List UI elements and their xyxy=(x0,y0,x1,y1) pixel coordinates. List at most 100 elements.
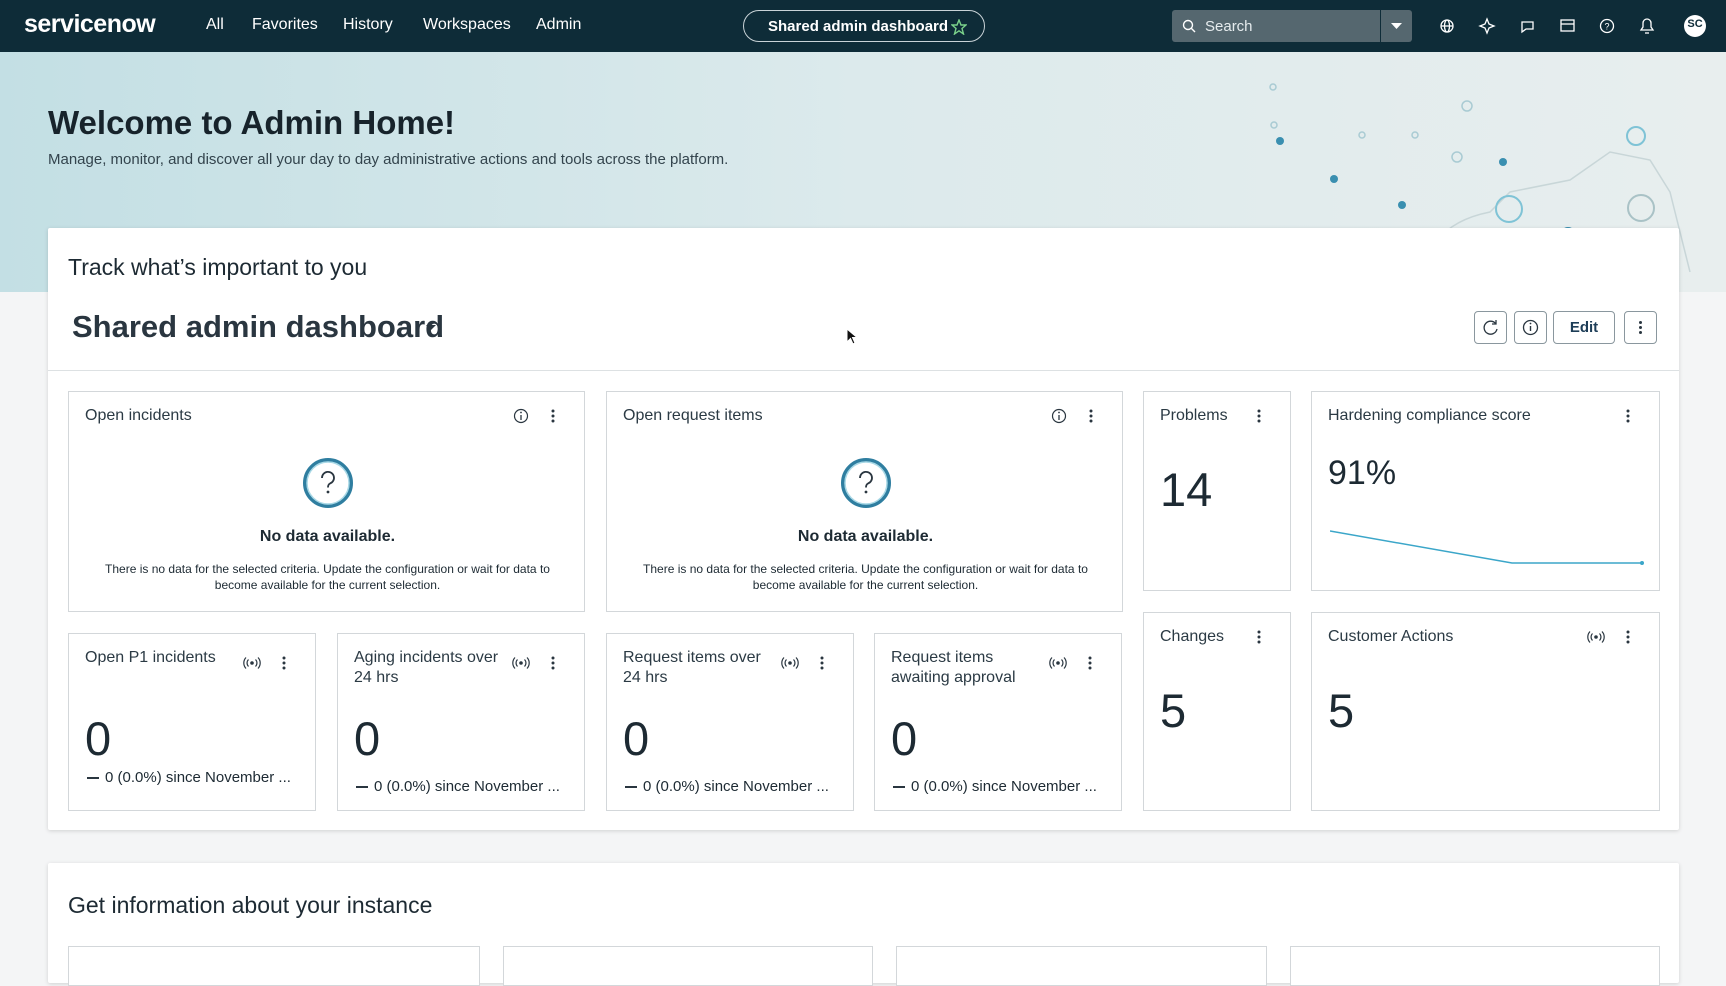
tracking-card: Track what’s important to you Shared adm… xyxy=(48,228,1679,830)
widget: Hardening compliance score 91% xyxy=(1311,391,1660,591)
trend-dash xyxy=(356,786,368,788)
widget-value: 0 xyxy=(354,712,381,765)
widget-menu[interactable] xyxy=(813,654,831,672)
widget-value: 91% xyxy=(1328,454,1397,492)
widget-menu-glyph xyxy=(282,656,286,670)
widget: Customer Actions 5 xyxy=(1311,612,1660,811)
widget-live xyxy=(1587,628,1605,646)
page-pill-text: Shared admin dashboard xyxy=(768,18,949,35)
widget-menu[interactable] xyxy=(544,654,562,672)
widget: Changes 5 xyxy=(1143,612,1291,811)
hero-title: Welcome to Admin Home! xyxy=(48,104,456,141)
widget-menu[interactable] xyxy=(1619,628,1637,646)
widget-menu[interactable] xyxy=(1081,654,1099,672)
menu-all[interactable]: All xyxy=(206,16,224,33)
trend-dash xyxy=(87,777,99,779)
menu-admin[interactable]: Admin xyxy=(536,16,582,33)
dashboard-name[interactable]: Shared admin dashboard xyxy=(72,309,445,344)
instance-heading: Get information about your instance xyxy=(68,892,433,918)
more-icon xyxy=(1639,321,1642,334)
sparkline xyxy=(1329,527,1645,567)
trend-text: 0 (0.0%) since November ... xyxy=(911,778,1097,795)
empty-icon xyxy=(302,457,354,509)
top-nav: servicenow All Favorites History Workspa… xyxy=(0,0,1726,52)
svg-text:?: ? xyxy=(1604,21,1609,31)
widget-live-glyph xyxy=(1587,631,1605,643)
empty-glyph xyxy=(840,458,891,508)
widget-menu[interactable] xyxy=(275,654,293,672)
widget-live xyxy=(781,654,799,672)
empty-message: There is no data for the selected criter… xyxy=(643,562,1088,592)
widget-menu-glyph xyxy=(1089,409,1093,423)
widget-menu[interactable] xyxy=(1250,628,1268,646)
widget-menu[interactable] xyxy=(1619,407,1637,425)
widget: Problems 14 xyxy=(1143,391,1291,591)
refresh-icon xyxy=(1483,320,1498,335)
widget-menu[interactable] xyxy=(1082,407,1100,425)
empty-icon xyxy=(840,457,892,509)
widget-title: Open P1 incidents xyxy=(85,649,216,666)
widget: Open P1 incidents 0 0 (0.0%) since Novembe… xyxy=(68,633,316,811)
tracking-heading: Track what’s important to you xyxy=(68,254,368,280)
widget: Open incidents No data available. There is… xyxy=(68,391,585,612)
dropdown-caret xyxy=(1391,23,1402,29)
widget-menu-glyph xyxy=(820,656,824,670)
widget-menu-glyph xyxy=(1626,630,1630,644)
edit-button[interactable]: Edit xyxy=(1553,311,1615,344)
widget-live xyxy=(512,654,530,672)
search-dropdown[interactable] xyxy=(1381,10,1412,42)
logo[interactable]: servicenow xyxy=(24,10,156,38)
info-tile xyxy=(1290,946,1660,986)
divider xyxy=(48,370,1679,371)
widget-live-glyph xyxy=(1049,657,1067,669)
trend-dash xyxy=(625,786,637,788)
info-tile xyxy=(68,946,480,986)
widget-menu-glyph xyxy=(551,409,555,423)
trend-text: 0 (0.0%) since November ... xyxy=(643,778,829,795)
widget-menu-glyph xyxy=(1626,409,1630,423)
page-pill[interactable]: Shared admin dashboard xyxy=(743,10,985,42)
widget-menu[interactable] xyxy=(544,407,562,425)
star-icon xyxy=(951,19,967,35)
widget-title: Hardening compliance score xyxy=(1328,407,1531,424)
widget-value: 0 xyxy=(85,712,112,765)
widget-value: 14 xyxy=(1160,463,1213,516)
menu-history[interactable]: History xyxy=(343,16,393,33)
widget-live-glyph xyxy=(243,657,261,669)
widget-value: 5 xyxy=(1160,684,1187,737)
menu-favorites[interactable]: Favorites xyxy=(252,16,318,33)
info-button[interactable] xyxy=(1514,311,1547,344)
widget-info-glyph xyxy=(1051,408,1067,424)
widget-title: Request items awaiting approval xyxy=(891,649,1016,686)
widget-live xyxy=(243,654,261,672)
hero-subtitle: Manage, monitor, and discover all your d… xyxy=(48,151,729,168)
cursor xyxy=(846,328,858,345)
dashboard-caret[interactable] xyxy=(424,320,438,334)
trend-dash xyxy=(893,786,905,788)
widget-info[interactable] xyxy=(512,407,530,425)
menu-workspaces[interactable]: Workspaces xyxy=(423,16,511,33)
widget-title: Open request items xyxy=(623,407,763,424)
widget-info[interactable] xyxy=(1050,407,1068,425)
widget-menu-glyph xyxy=(551,656,555,670)
widget-menu[interactable] xyxy=(1250,407,1268,425)
more-button[interactable] xyxy=(1624,311,1657,344)
avatar[interactable]: SC xyxy=(1687,18,1703,30)
widget-live xyxy=(1049,654,1067,672)
empty-heading: No data available. xyxy=(259,528,396,545)
widget-title: Customer Actions xyxy=(1328,628,1454,645)
widget-menu-glyph xyxy=(1257,409,1261,423)
widget: Aging incidents over 24 hrs 0 0 (0.0%) sin… xyxy=(337,633,585,811)
widget-live-glyph xyxy=(512,657,530,669)
instance-card: Get information about your instance xyxy=(48,863,1679,986)
trend-text: 0 (0.0%) since November ... xyxy=(374,778,560,795)
search-box[interactable]: Search xyxy=(1172,10,1380,42)
widget-info-glyph xyxy=(513,408,529,424)
widget-value: 0 xyxy=(623,712,650,765)
sparkline-path xyxy=(1329,530,1644,565)
widget: Request items awaiting approval 0 0 (0.0%)… xyxy=(874,633,1122,811)
info-tile xyxy=(503,946,873,986)
info-tile xyxy=(896,946,1267,986)
refresh-button[interactable] xyxy=(1474,311,1507,344)
